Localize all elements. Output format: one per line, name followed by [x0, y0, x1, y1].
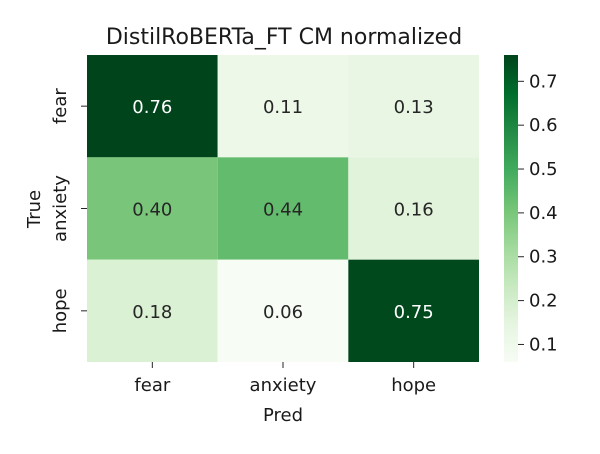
cell-value-label: 0.40 [132, 200, 172, 221]
colorbar-tick-label: 0.2 [529, 291, 558, 312]
colorbar-tick-label: 0.6 [529, 115, 558, 136]
colorbar-tick-label: 0.7 [529, 71, 558, 92]
heatmap-cell [217, 157, 349, 260]
heatmap-cell [87, 157, 218, 260]
heatmap-cell [87, 55, 218, 158]
cell-value-label: 0.06 [263, 302, 303, 323]
colorbar-tick-label: 0.5 [529, 159, 558, 180]
x-tick-label: anxiety [250, 375, 317, 396]
x-tick-label: hope [391, 375, 436, 396]
y-axis-label: True [24, 190, 45, 229]
cell-value-label: 0.16 [394, 200, 434, 221]
colorbar-tick-label: 0.1 [529, 334, 558, 355]
cell-value-label: 0.44 [263, 200, 303, 221]
colorbar-tick-label: 0.4 [529, 203, 558, 224]
chart-title: DistilRoBERTa_FT CM normalized [106, 25, 462, 50]
cell-value-label: 0.11 [263, 97, 303, 118]
y-tick-label: anxiety [50, 175, 71, 242]
cell-value-label: 0.75 [394, 302, 434, 323]
x-tick-label: fear [134, 375, 170, 396]
x-axis-ticks: fear anxiety hope [134, 362, 436, 396]
heatmap-cell [348, 259, 479, 362]
heatmap-cell [348, 55, 479, 158]
heatmap-cell [217, 259, 349, 362]
x-axis-label: Pred [263, 405, 303, 426]
heatmap-cell [217, 55, 349, 158]
colorbar: 0.1 0.2 0.3 0.4 0.5 0.6 0.7 [504, 55, 558, 362]
cell-value-label: 0.13 [394, 97, 434, 118]
y-tick-label: hope [50, 288, 71, 333]
cell-value-label: 0.18 [132, 302, 172, 323]
cell-value-label: 0.76 [132, 97, 172, 118]
heatmap-cells: 0.76 0.11 0.13 0.40 0.44 0.16 0.18 0.06 0.75 [87, 55, 479, 362]
heatmap-cell [348, 157, 479, 260]
heatmap-cell [87, 259, 218, 362]
y-tick-label: fear [50, 88, 71, 124]
y-axis-ticks: fear anxiety hope [50, 88, 87, 333]
colorbar-tick-label: 0.3 [529, 247, 558, 268]
colorbar-gradient [504, 55, 518, 362]
